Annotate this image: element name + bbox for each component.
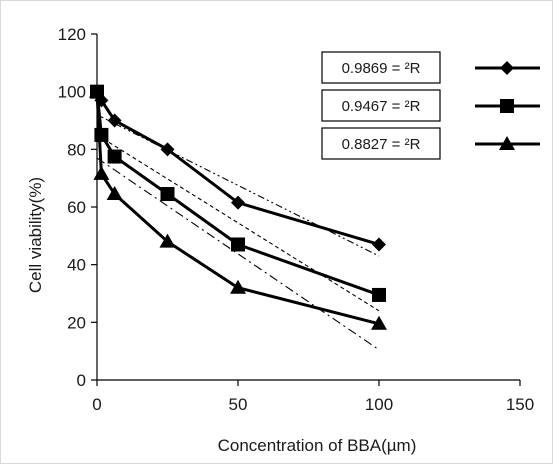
y-axis-title: Cell viability(%) bbox=[26, 177, 45, 293]
data-point-square bbox=[107, 149, 122, 164]
trendline-diamond bbox=[96, 114, 380, 257]
data-point-square bbox=[160, 187, 175, 202]
y-tick-label: 80 bbox=[67, 140, 86, 159]
data-point-diamond bbox=[160, 142, 175, 157]
x-tick-label: 150 bbox=[506, 395, 534, 414]
x-tick-label: 0 bbox=[92, 395, 101, 414]
series-line-triangle bbox=[95, 91, 380, 326]
r2-label-box bbox=[321, 127, 441, 160]
r2-label-box bbox=[321, 51, 441, 84]
r2-label-text: 0.9869 = ²R bbox=[342, 60, 421, 77]
data-point-diamond bbox=[372, 237, 386, 252]
x-tick-label: 50 bbox=[229, 395, 248, 414]
y-tick-label: 40 bbox=[67, 256, 86, 275]
x-axis-title: Concentration of BBA(µm) bbox=[218, 436, 417, 455]
data-point-triangle bbox=[106, 186, 123, 201]
trendlines bbox=[96, 114, 380, 351]
r2-label-box bbox=[321, 89, 441, 122]
data-point-diamond bbox=[231, 195, 245, 210]
data-point-square bbox=[231, 237, 245, 252]
y-tick-label: 100 bbox=[58, 83, 86, 102]
y-tick-label: 120 bbox=[58, 25, 86, 44]
y-tick-label: 0 bbox=[77, 371, 86, 390]
data-point-triangle bbox=[93, 165, 110, 180]
x-tick-label: 100 bbox=[365, 395, 393, 414]
data-point-triangle bbox=[371, 315, 387, 330]
legend-marker-square bbox=[500, 99, 514, 113]
axes: 0 20 40 60 80 100 120 0 50 100 150 bbox=[58, 25, 535, 414]
series-line-square bbox=[95, 91, 380, 297]
legend-marker-triangle bbox=[499, 136, 515, 150]
data-point-square bbox=[94, 127, 109, 142]
data-series bbox=[89, 83, 387, 330]
r2-label-text: 0.8827 = ²R bbox=[342, 136, 421, 153]
r2-label-text: 0.9467 = ²R bbox=[342, 98, 421, 115]
legend: 0.9869 = ²R 0.9467 = ²R 0.8827 = ²R bbox=[321, 51, 540, 160]
y-tick-label: 60 bbox=[67, 198, 86, 217]
data-point-diamond bbox=[107, 113, 122, 128]
data-point-triangle bbox=[89, 83, 105, 98]
y-tick-label: 20 bbox=[67, 313, 86, 332]
data-point-square bbox=[372, 287, 386, 302]
legend-marker-diamond bbox=[500, 61, 514, 75]
data-point-triangle bbox=[159, 233, 176, 248]
trendline-square bbox=[96, 134, 380, 312]
data-point-triangle bbox=[230, 279, 246, 294]
